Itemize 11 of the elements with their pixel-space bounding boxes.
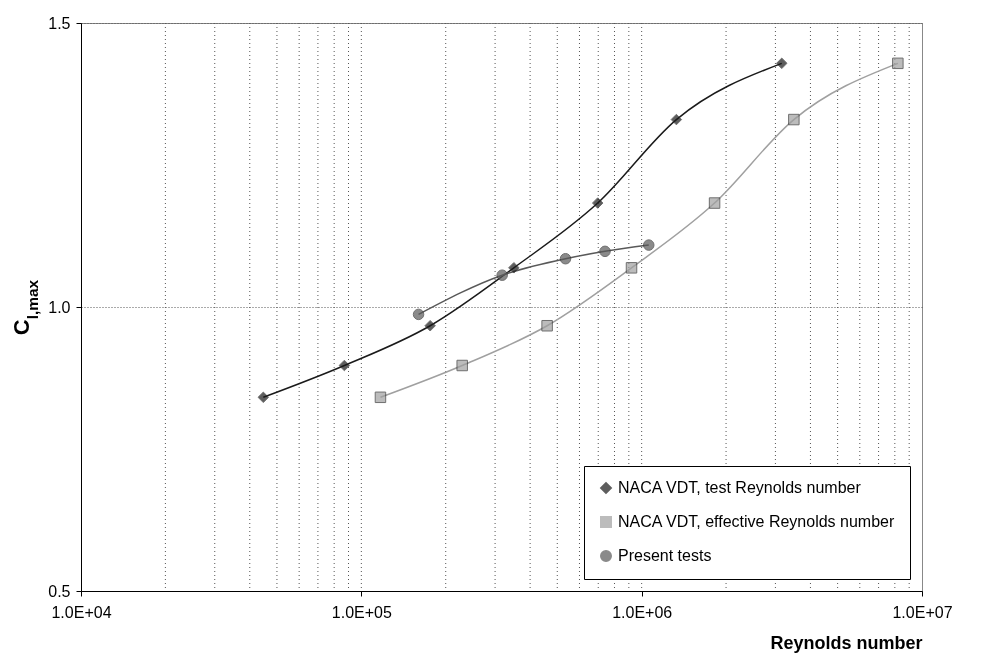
legend-label: NACA VDT, effective Reynolds number xyxy=(618,513,895,530)
x-axis-title: Reynolds number xyxy=(770,632,923,653)
y-tick-label: 0.5 xyxy=(48,582,71,600)
x-tick-label: 1.0E+04 xyxy=(51,603,112,621)
y-tick-label: 1.5 xyxy=(48,14,71,32)
x-tick-label: 1.0E+07 xyxy=(892,603,953,621)
y-tick-label: 1.0 xyxy=(48,298,71,316)
x-tick-label: 1.0E+06 xyxy=(612,603,673,621)
legend-label: NACA VDT, test Reynolds number xyxy=(618,479,862,496)
legend-label: Present tests xyxy=(618,547,712,564)
x-tick-label: 1.0E+05 xyxy=(331,603,392,621)
